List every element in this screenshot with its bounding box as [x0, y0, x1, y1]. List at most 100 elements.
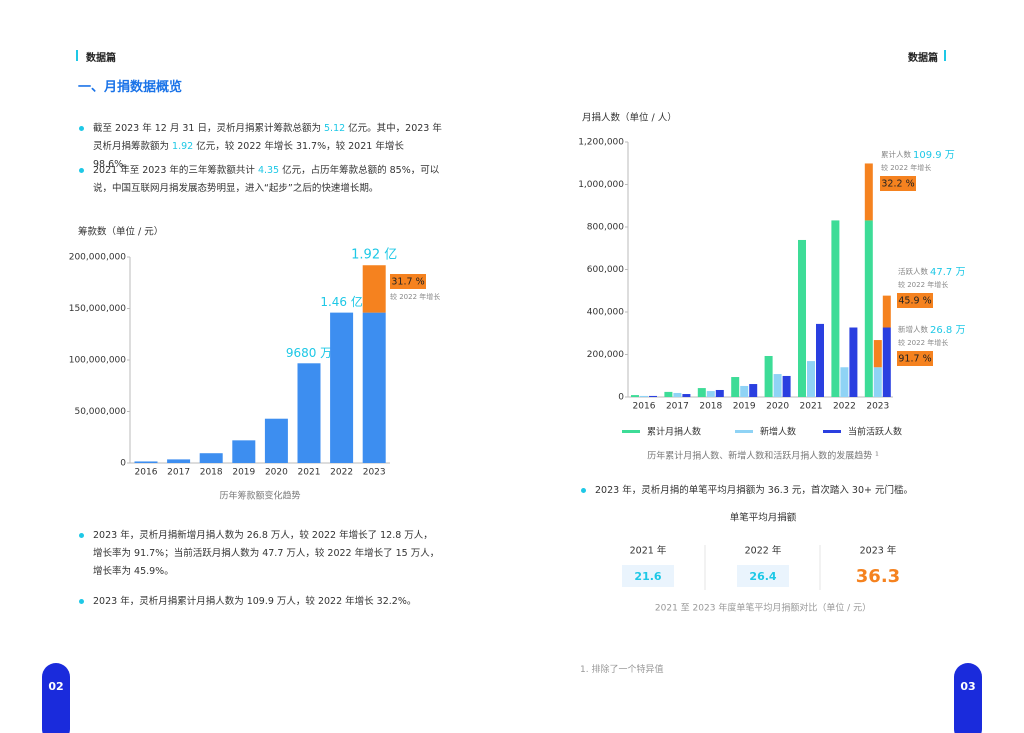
callout-caption-text: 新增人数 [898, 324, 928, 334]
header-left: 数据篇 [86, 53, 116, 64]
bar [682, 394, 691, 397]
bar [134, 461, 158, 463]
bar [782, 375, 791, 397]
bar [706, 391, 715, 397]
header-right: 数据篇 [908, 53, 938, 64]
legend-label: 当前活跃人数 [848, 426, 902, 438]
bar [649, 395, 657, 397]
paragraph: 2023 年，灵析月捐累计月捐人数为 109.9 万人，较 2022 年增长 3… [93, 596, 417, 607]
paragraph: 截至 2023 年 12 月 31 日，灵析月捐累计筹款总额为 5.12 亿元。… [93, 120, 445, 174]
growth-box [390, 274, 426, 289]
callout-value: 47.7 万 [930, 267, 965, 278]
callout-value: 26.8 万 [930, 325, 965, 336]
highlight: 1.92 [172, 141, 194, 152]
footnote: 1. 排除了一个特异值 [580, 665, 664, 675]
bullet-dot [79, 533, 84, 538]
callout-note: 较 2022 年增长 [898, 280, 948, 289]
bar [873, 367, 882, 397]
bar [167, 459, 191, 463]
bar [840, 367, 849, 397]
bar [749, 384, 758, 397]
y-tick-label: 200,000,000 [69, 253, 127, 263]
growth-pct: 32.2 % [881, 179, 914, 190]
year-label: 2022 年 [745, 545, 782, 557]
value-box [737, 565, 789, 587]
x-tick-label: 2021 [800, 402, 823, 412]
growth-pct: 45.9 % [898, 296, 931, 307]
bar [798, 239, 806, 397]
avg-bullet: 2023 年，灵析月捐的单笔平均月捐额为 36.3 元，首次踏入 30+ 元门槛… [595, 485, 913, 496]
page-tab [954, 663, 982, 733]
callout-caption: 累计人数 109.9 万 [881, 149, 955, 161]
bar [297, 363, 321, 463]
page-number: 03 [960, 680, 976, 693]
bar [882, 327, 891, 397]
axis-title: 月捐人数（单位 / 人） [582, 112, 677, 124]
x-tick-label: 2021 [298, 468, 321, 478]
value-label: 1.46 亿 [320, 294, 363, 309]
y-tick-label: 1,200,000 [578, 138, 624, 148]
bar [664, 391, 673, 397]
growth-segment [362, 265, 386, 313]
value-box [622, 565, 674, 587]
x-tick-label: 2022 [833, 402, 856, 412]
callout-note: 较 2022 年增长 [881, 163, 931, 172]
page-number: 02 [48, 680, 64, 693]
bar [831, 220, 840, 397]
bar [764, 355, 773, 397]
table-title: 单笔平均月捐额 [730, 512, 797, 524]
growth-box [897, 351, 933, 366]
y-tick-label: 200,000 [587, 350, 624, 360]
text: 亿元，占历年筹款总额的 85%，可以说，中国互联网月捐发展态势明显，进入“起步”… [93, 165, 440, 194]
callout-note: 较 2022 年增长 [898, 338, 948, 347]
paragraph: 2023 年，灵析月捐新增月捐人数为 26.8 万人，较 2022 年增长了 1… [93, 530, 440, 577]
value-label: 9680 万 [286, 346, 332, 360]
bar [264, 418, 288, 463]
year-label: 2023 年 [860, 545, 897, 557]
paragraph: 2021 年至 2023 年的三年筹款额共计 4.35 亿元，占历年筹款总额的 … [93, 162, 445, 198]
bar [807, 361, 815, 397]
x-tick-label: 2017 [666, 402, 689, 412]
bar [864, 220, 873, 397]
value-text: 21.6 [634, 570, 661, 583]
callout-caption: 活跃人数 47.7 万 [898, 266, 965, 278]
section-title: 一、月捐数据概览 [78, 80, 183, 95]
legend-swatch [735, 430, 753, 433]
x-tick-label: 2017 [167, 468, 190, 478]
y-tick-label: 400,000 [587, 308, 624, 318]
growth-box [897, 293, 933, 308]
x-tick-label: 2016 [135, 468, 158, 478]
x-tick-label: 2018 [200, 468, 223, 478]
growth-pct: 31.7 % [391, 277, 424, 288]
x-tick-label: 2018 [699, 402, 722, 412]
page-tab [42, 663, 70, 733]
bar [773, 374, 782, 397]
y-tick-label: 800,000 [587, 223, 624, 233]
legend-swatch [622, 430, 640, 433]
callout-value: 109.9 万 [913, 150, 955, 161]
y-tick-label: 100,000,000 [69, 356, 127, 366]
x-tick-label: 2023 [363, 468, 386, 478]
legend-swatch [823, 430, 841, 433]
text: 2021 年至 2023 年的三年筹款额共计 [93, 165, 258, 176]
bar [849, 327, 858, 397]
chart-caption: 历年累计月捐人数、新增人数和活跃月捐人数的发展趋势 ¹ [647, 450, 879, 462]
chart-caption: 历年筹款额变化趋势 [219, 490, 300, 502]
x-tick-label: 2023 [866, 402, 889, 412]
bar [631, 395, 639, 397]
bar [199, 453, 223, 463]
year-label: 2021 年 [630, 545, 667, 557]
y-tick-label: 150,000,000 [69, 304, 127, 314]
text: 亿元。其中，2023 年灵析月捐筹款额为 [93, 123, 442, 152]
callout-caption-text: 累计人数 [881, 149, 911, 159]
bullet-dot [79, 599, 84, 604]
value-text: 26.4 [749, 570, 776, 583]
growth-segment [873, 340, 882, 368]
bar [640, 395, 648, 397]
x-tick-label: 2020 [265, 468, 288, 478]
text: 亿元，较 2022 年增长 31.7%，较 2021 年增长 98.6%。 [93, 141, 404, 170]
bar [697, 388, 706, 397]
bar [673, 392, 682, 397]
